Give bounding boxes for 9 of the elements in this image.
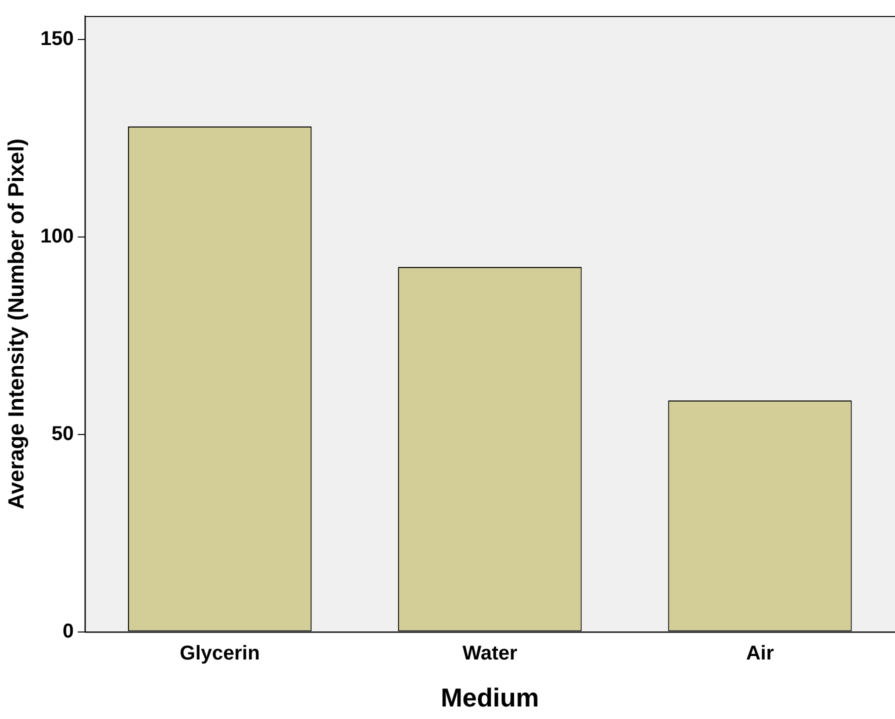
y-axis-title: Average Intensity (Number of Pixel) (3, 138, 28, 510)
x-tick-label: Glycerin (180, 642, 260, 664)
y-tick-label: 100 (40, 226, 74, 248)
y-tick-label: 0 (62, 620, 74, 642)
y-tick-label: 50 (52, 422, 74, 445)
x-tick-label: Air (746, 642, 774, 664)
x-tick-label: Water (462, 642, 518, 664)
x-axis-title: Medium (440, 682, 539, 713)
y-tick-label: 150 (40, 28, 74, 50)
